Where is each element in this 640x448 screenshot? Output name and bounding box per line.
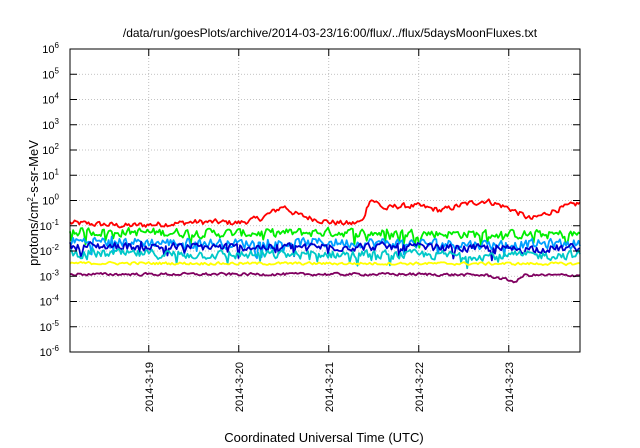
y-axis-label: protons/cm2-s-sr-MeV: [26, 140, 41, 266]
y-tick-base: 10: [42, 95, 54, 107]
y-tick-exponent: 5: [55, 66, 60, 75]
y-tick-label: 10-4: [40, 294, 60, 309]
y-tick-exponent: -2: [52, 243, 60, 252]
y-tick-base: 10: [42, 170, 54, 182]
y-tick-label: 100: [42, 193, 59, 208]
y-axis-label-exponent: 2: [26, 197, 35, 202]
y-tick-base: 10: [40, 322, 52, 334]
y-tick-label: 10-1: [40, 218, 60, 233]
x-axis-label: Coordinated Universal Time (UTC): [224, 430, 423, 445]
y-tick-label: 105: [42, 66, 59, 81]
series-line-5: [69, 248, 581, 270]
y-axis-label-main: protons/cm: [26, 202, 41, 266]
series-line-1: [69, 198, 581, 229]
y-tick-label: 101: [42, 167, 59, 182]
series-lines: [69, 198, 581, 284]
y-tick-exponent: -3: [52, 268, 60, 277]
y-tick-exponent: 3: [55, 117, 60, 126]
y-axis-ticks: 10-610-510-410-310-210-11001011021031041…: [40, 41, 580, 359]
y-tick-exponent: 4: [55, 92, 60, 101]
y-tick-base: 10: [42, 69, 54, 81]
y-tick-label: 10-2: [40, 243, 60, 258]
series-line-4: [69, 240, 581, 262]
x-tick-label: 2014-3-20: [234, 362, 246, 412]
y-axis-label-suffix: -s-sr-MeV: [26, 140, 41, 197]
y-tick-base: 10: [42, 44, 54, 56]
y-tick-exponent: -4: [52, 294, 60, 303]
y-tick-base: 10: [42, 145, 54, 157]
y-tick-label: 10-6: [40, 344, 60, 359]
y-tick-exponent: 1: [55, 167, 60, 176]
y-tick-base: 10: [42, 196, 54, 208]
x-tick-label: 2014-3-23: [504, 362, 516, 412]
y-tick-exponent: 2: [55, 142, 60, 151]
x-tick-label: 2014-3-22: [414, 362, 426, 412]
y-tick-base: 10: [40, 271, 52, 283]
chart-title: /data/run/goesPlots/archive/2014-03-23/1…: [123, 26, 538, 40]
y-tick-label: 10-5: [40, 319, 60, 334]
series-line-7: [69, 271, 581, 284]
grid: [70, 49, 580, 352]
y-tick-label: 102: [42, 142, 59, 157]
x-tick-label: 2014-3-21: [324, 362, 336, 412]
series-line-6: [69, 260, 581, 267]
y-tick-label: 106: [42, 41, 59, 56]
x-axis-ticks: 2014-3-19 2014-3-20 2014-3-21 2014-3-22 2014…: [144, 49, 516, 412]
y-tick-base: 10: [40, 221, 52, 233]
x-tick-label: 2014-3-19: [144, 362, 156, 412]
y-tick-label: 10-3: [40, 268, 60, 283]
y-tick-exponent: -5: [52, 319, 60, 328]
y-tick-base: 10: [42, 120, 54, 132]
y-tick-label: 103: [42, 117, 59, 132]
y-tick-exponent: 0: [55, 193, 60, 202]
y-tick-exponent: -6: [52, 344, 60, 353]
y-tick-label: 104: [42, 92, 59, 107]
series-line-3: [69, 235, 581, 260]
y-tick-exponent: 6: [55, 41, 60, 50]
y-tick-base: 10: [40, 347, 52, 359]
y-tick-base: 10: [40, 246, 52, 258]
y-tick-exponent: -1: [52, 218, 60, 227]
y-tick-base: 10: [40, 297, 52, 309]
series-line-2: [69, 226, 581, 249]
